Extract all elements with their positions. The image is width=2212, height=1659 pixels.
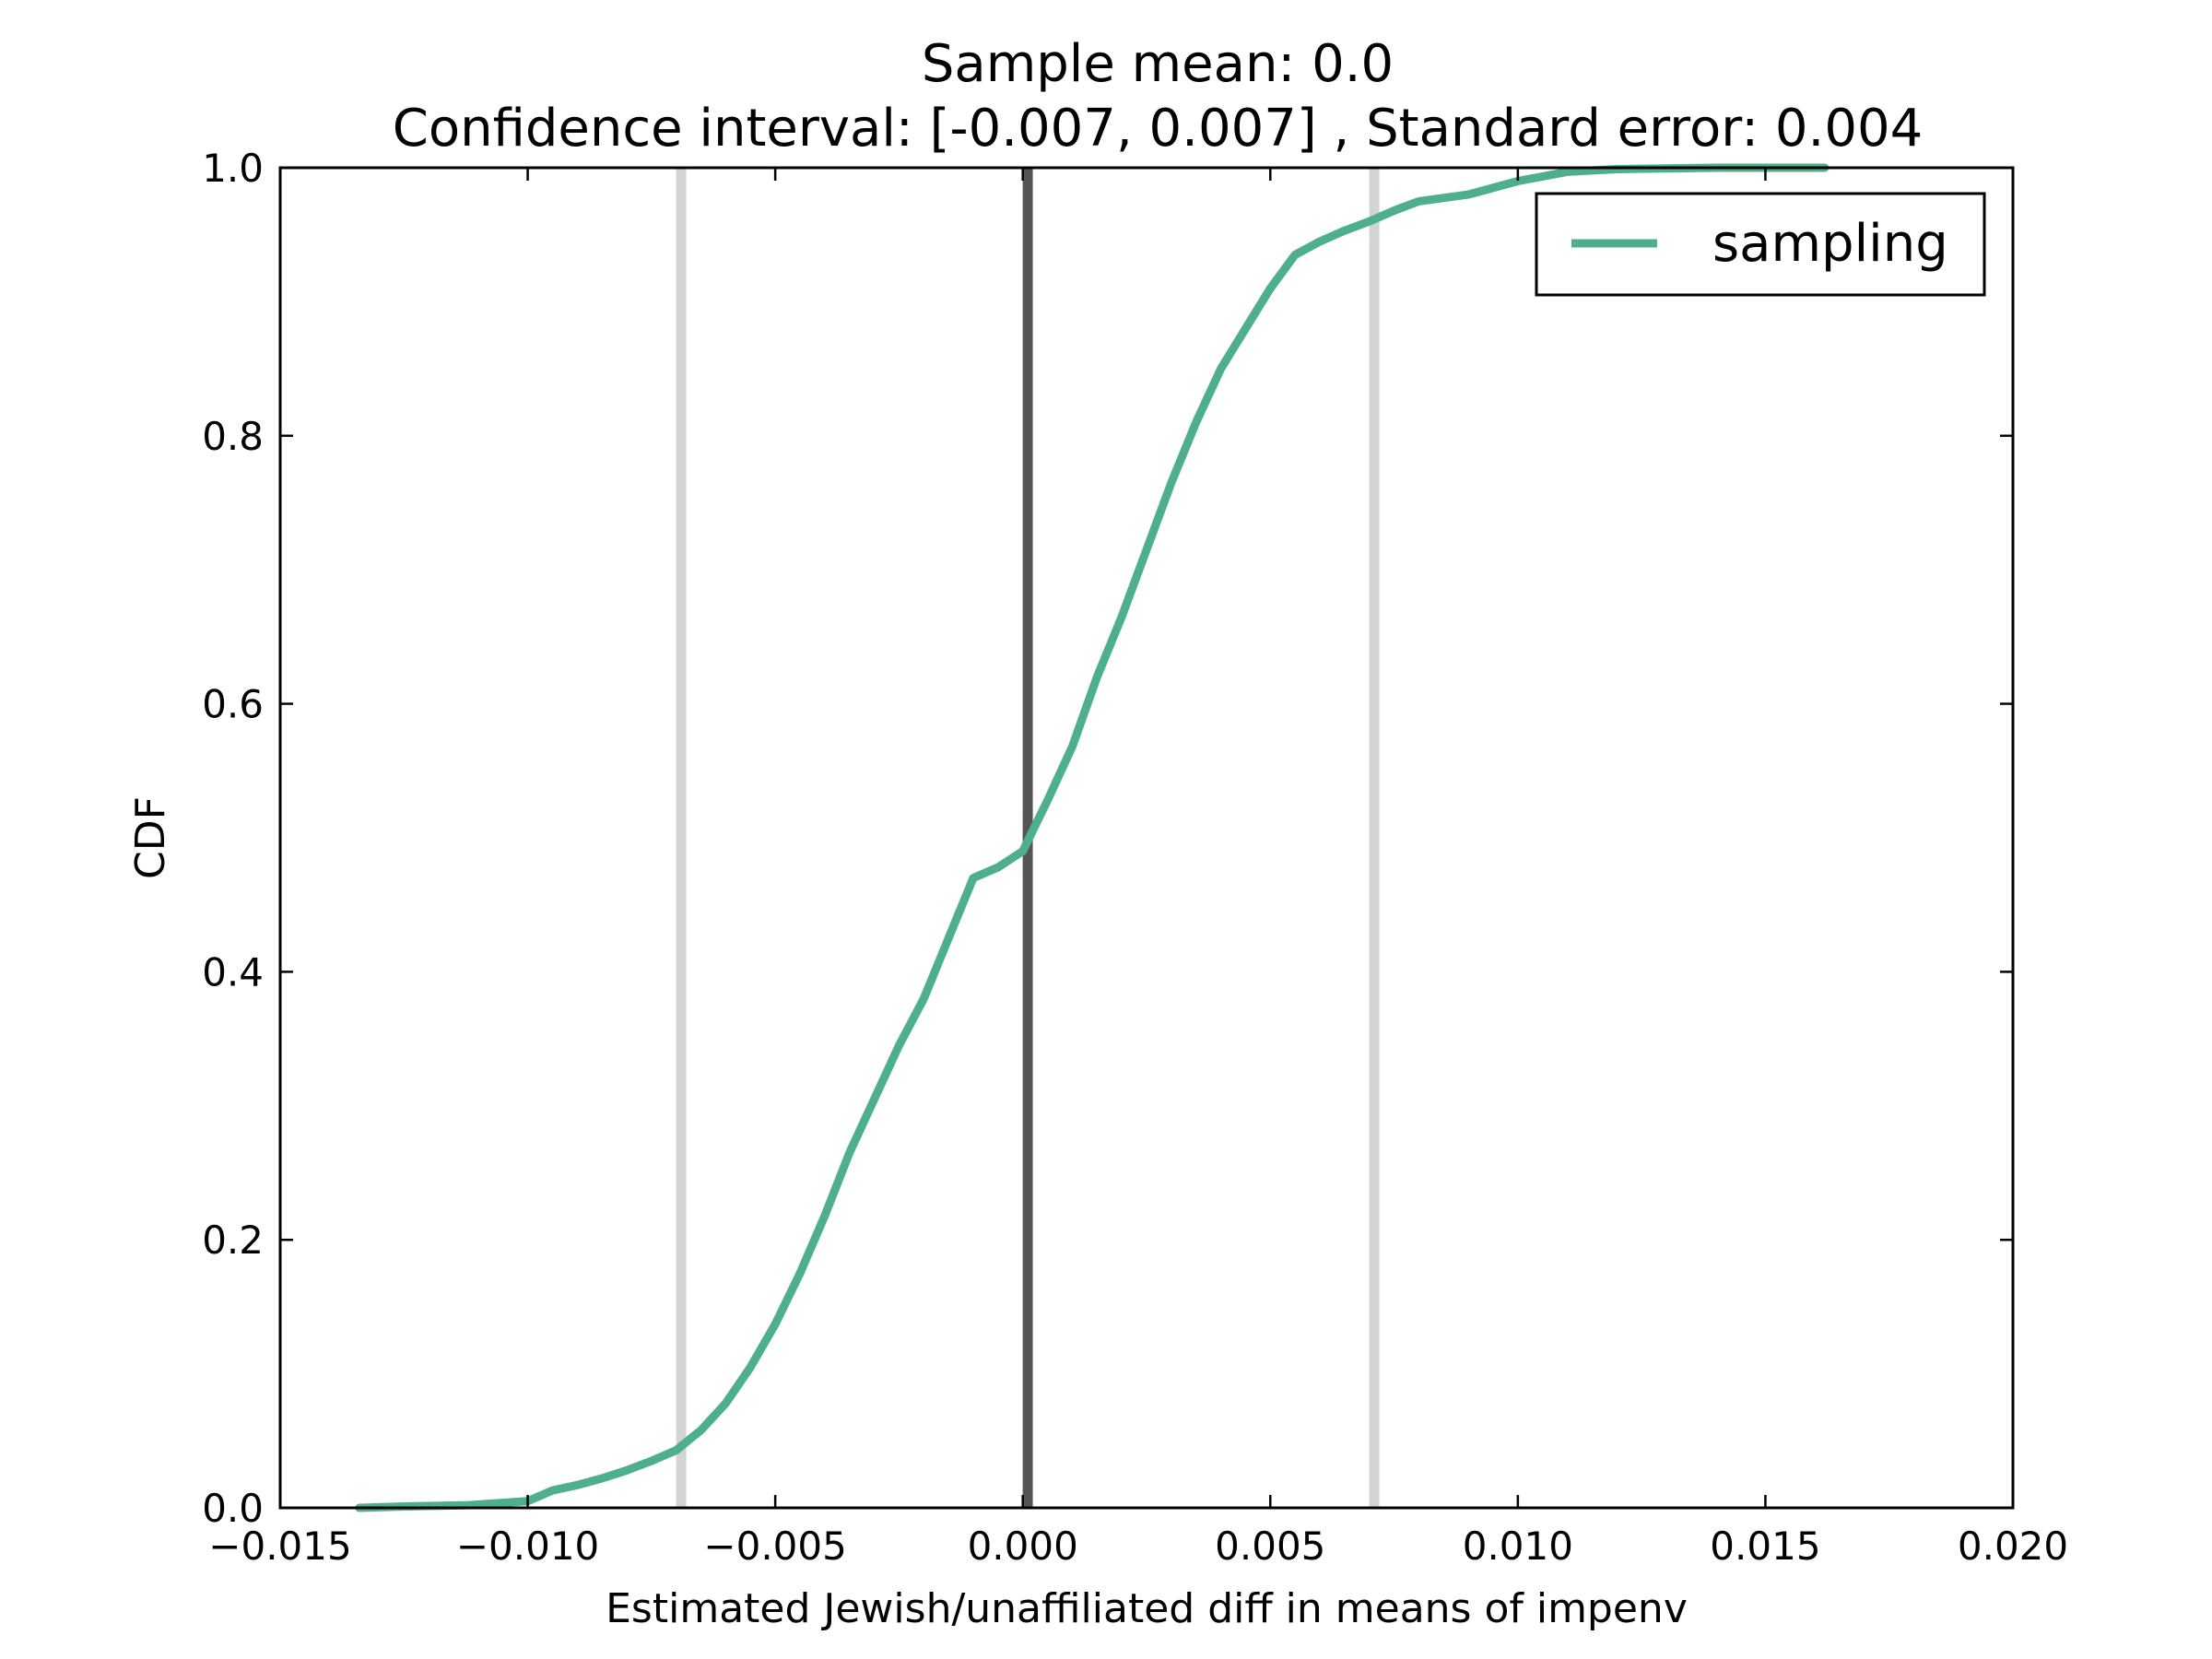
x-tick-label: 0.020 bbox=[1958, 1524, 2068, 1569]
legend-label-sampling: sampling bbox=[1712, 214, 1948, 274]
y-tick-label: 0.2 bbox=[202, 1218, 264, 1263]
x-tick-label: 0.015 bbox=[1710, 1524, 1820, 1569]
chart-title-line2: Confidence interval: [-0.007, 0.007] , S… bbox=[393, 99, 1924, 159]
chart-title-line1: Sample mean: 0.0 bbox=[922, 34, 1394, 94]
x-axis-label: Estimated Jewish/unaffiliated diff in me… bbox=[606, 1585, 1688, 1632]
plot-frame bbox=[278, 166, 2015, 1510]
x-tick-label: −0.015 bbox=[208, 1524, 351, 1569]
x-tick-label: 0.000 bbox=[968, 1524, 1078, 1569]
y-tick-label: 0.6 bbox=[202, 682, 264, 727]
y-axis-label: CDF bbox=[127, 796, 174, 879]
y-tick-label: 0.8 bbox=[202, 414, 264, 459]
y-tick-label: 0.4 bbox=[202, 949, 264, 994]
x-tick-label: −0.010 bbox=[456, 1524, 599, 1569]
x-tick-label: −0.005 bbox=[703, 1524, 846, 1569]
y-tick-label: 0.0 bbox=[202, 1486, 264, 1531]
series-line-sampling bbox=[355, 163, 1830, 1512]
legend: sampling bbox=[1535, 192, 1986, 297]
y-axis-ticks: 0.0 0.2 0.4 0.6 0.8 1.0 bbox=[202, 146, 2013, 1531]
x-axis-ticks: −0.015 −0.010 −0.005 0.000 0.005 0.010 0.015 0.… bbox=[208, 168, 2068, 1569]
series-group bbox=[355, 163, 1830, 1512]
x-tick-label: 0.010 bbox=[1463, 1524, 1573, 1569]
y-tick-label: 1.0 bbox=[202, 146, 264, 191]
x-tick-label: 0.005 bbox=[1215, 1524, 1325, 1569]
